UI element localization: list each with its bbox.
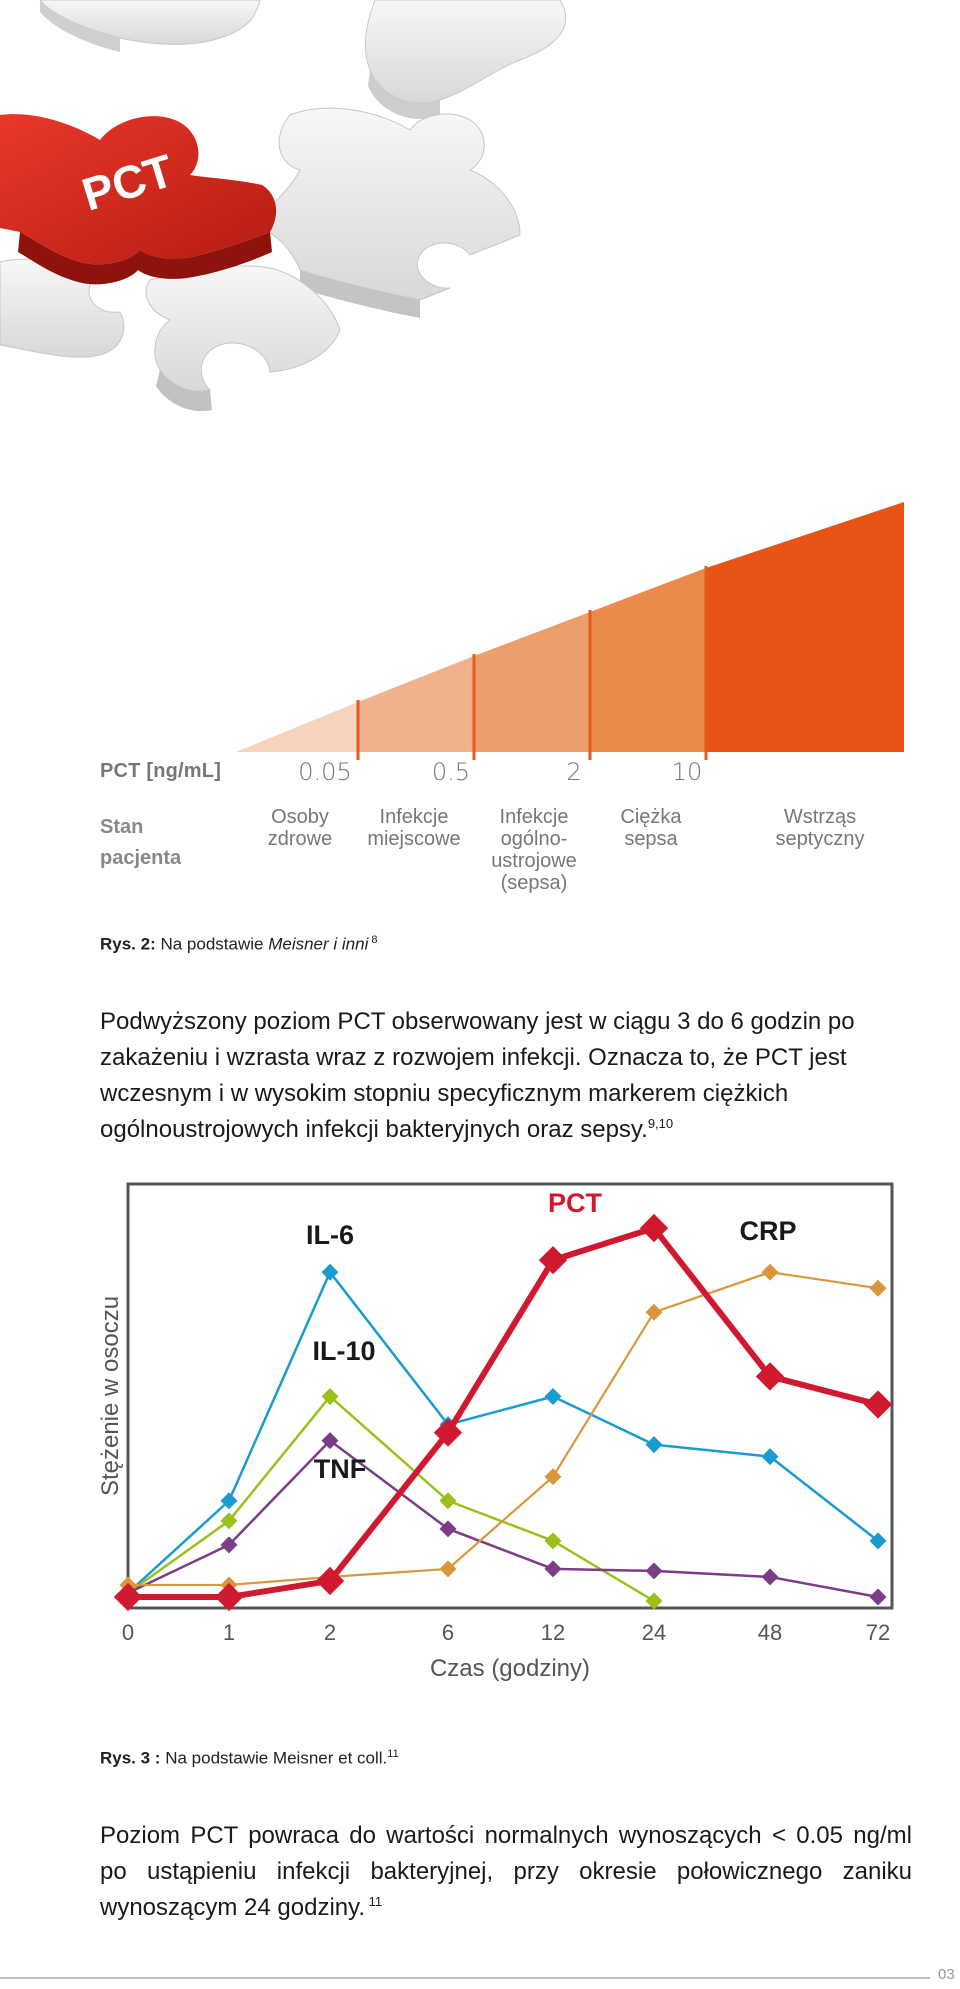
state-severe-sepsis: Ciężka sepsa xyxy=(620,806,682,850)
data-point-pct xyxy=(214,1582,244,1612)
data-point-pct xyxy=(538,1246,568,1275)
state-healthy: Osoby zdrowe xyxy=(267,806,333,850)
pct-level-pyramid xyxy=(236,502,904,760)
state-septic-shock: Wstrząs septyczny xyxy=(775,806,865,850)
red-puzzle-piece: PCT xyxy=(0,114,277,285)
pct-threshold-value: 0.05 xyxy=(298,758,352,786)
page-number: 03 xyxy=(938,1966,955,1983)
series-line-tnf xyxy=(127,1439,879,1599)
data-point-il-6 xyxy=(761,1448,779,1466)
data-point-tnf xyxy=(645,1562,663,1580)
data-point-pct xyxy=(863,1390,893,1419)
pct-axis-label: PCT [ng/mL] xyxy=(100,760,222,782)
x-axis-title: Czas (godziny) xyxy=(430,1655,590,1682)
series-line-il-6 xyxy=(127,1270,879,1594)
cytokine-kinetics-chart: 0 1 2 6 12 24 48 72 Czas (godziny) Stężenie w o… xyxy=(97,1182,894,1682)
body-paragraph: Poziom PCT powraca do wartości normalnyc… xyxy=(100,1822,912,1921)
x-tick-label: 72 xyxy=(866,1620,890,1645)
x-tick-label: 24 xyxy=(642,1620,666,1645)
figure-caption: Rys. 2: Na podstawie Meisner i inni 8 xyxy=(100,934,378,954)
data-point-tnf xyxy=(761,1568,779,1586)
data-point-crp xyxy=(645,1303,663,1321)
state-local-infection: Infekcje miejscowe xyxy=(367,806,461,850)
white-puzzle-piece xyxy=(364,0,567,120)
series-label-crp: CRP xyxy=(739,1216,796,1246)
white-puzzle-piece xyxy=(39,0,261,52)
y-axis-title: Stężenie w osoczu xyxy=(97,1296,124,1496)
data-point-il-6 xyxy=(544,1388,562,1405)
body-paragraph: Podwyższony poziom PCT obserwowany jest … xyxy=(100,1008,855,1143)
pct-threshold-value: 0.5 xyxy=(431,758,471,786)
pyramid-band-septic-shock xyxy=(706,502,904,752)
puzzle-illustration: PCT xyxy=(0,0,567,412)
footer-rule xyxy=(0,1977,930,1979)
patient-state-label: Stan pacjenta xyxy=(100,816,182,869)
data-point-crp xyxy=(544,1468,562,1486)
data-point-il-10 xyxy=(544,1532,562,1550)
series-line-crp xyxy=(128,1271,879,1587)
data-point-il-10 xyxy=(645,1592,663,1610)
data-point-pct xyxy=(639,1213,669,1243)
series-label-tnf: TNF xyxy=(314,1454,366,1484)
data-point-pct xyxy=(315,1566,345,1596)
pyramid-band-healthy xyxy=(236,702,358,752)
series-line-pct xyxy=(128,1225,879,1600)
plot-frame xyxy=(126,1182,894,1610)
series-label-il-6: IL-6 xyxy=(306,1220,354,1250)
pyramid-band-severe-sepsis xyxy=(590,568,706,752)
x-tick-label: 12 xyxy=(541,1620,565,1645)
series-label-il-10: IL-10 xyxy=(312,1336,375,1366)
x-tick-label: 1 xyxy=(223,1620,235,1645)
data-point-pct xyxy=(755,1362,785,1391)
data-point-pct xyxy=(113,1582,143,1612)
pct-threshold-value: 10 xyxy=(671,758,703,786)
data-point-tnf xyxy=(544,1560,562,1578)
series-line-il-10 xyxy=(127,1395,655,1603)
data-point-tnf xyxy=(869,1588,887,1606)
pyramid-band-local xyxy=(358,656,474,752)
white-puzzle-piece xyxy=(145,265,341,412)
figure-caption: Rys. 3 : Na podstawie Meisner et coll.11 xyxy=(100,1748,399,1768)
pyramid-band-systemic xyxy=(474,612,590,752)
x-tick-label: 6 xyxy=(442,1620,454,1645)
pct-threshold-value: 2 xyxy=(566,758,582,786)
x-tick-label: 48 xyxy=(758,1620,782,1645)
state-systemic-infection: Infekcje ogólno- ustrojowe (sepsa) xyxy=(491,806,577,894)
data-point-crp xyxy=(869,1279,887,1297)
series-label-pct: PCT xyxy=(548,1188,603,1218)
data-point-il-6 xyxy=(869,1532,887,1550)
data-point-pct xyxy=(433,1418,463,1447)
data-point-crp xyxy=(761,1263,779,1281)
data-point-il-6 xyxy=(645,1436,663,1454)
x-tick-label: 2 xyxy=(324,1620,336,1645)
x-tick-label: 0 xyxy=(122,1620,134,1645)
